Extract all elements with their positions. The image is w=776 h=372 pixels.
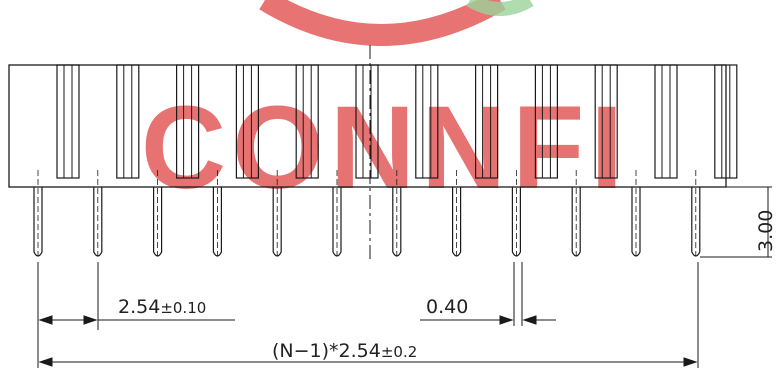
pitch-dimension (37, 262, 235, 368)
contact-slot (235, 64, 259, 179)
pitch-label: 2.54±0.10 (118, 296, 206, 318)
contact-slot (116, 64, 140, 179)
pin-length-dimension (700, 186, 772, 258)
contact-slot (594, 64, 618, 179)
contact-slots (56, 64, 738, 179)
contact-slot (56, 64, 80, 179)
contact-slot (295, 64, 319, 179)
contact-slot (355, 64, 379, 179)
contact-slot (714, 64, 738, 179)
watermark-text: CONNFI (141, 82, 629, 214)
contact-slot (176, 64, 200, 179)
pins (33, 170, 701, 257)
pin-width-dimension (420, 262, 556, 326)
overall-dimension (38, 262, 699, 368)
watermark-swirl-accent (466, 0, 534, 16)
watermark-swirl (259, 0, 506, 46)
contact-slot (534, 64, 559, 179)
contact-slot (654, 64, 678, 179)
pin-width-label: 0.40 (426, 296, 468, 318)
pin-length-label: 3.00 (755, 210, 776, 252)
watermark: CONNFI (141, 0, 629, 214)
contact-slot (415, 64, 439, 179)
overall-label: (N−1)*2.54±0.2 (272, 340, 417, 362)
contact-slot (475, 64, 499, 179)
